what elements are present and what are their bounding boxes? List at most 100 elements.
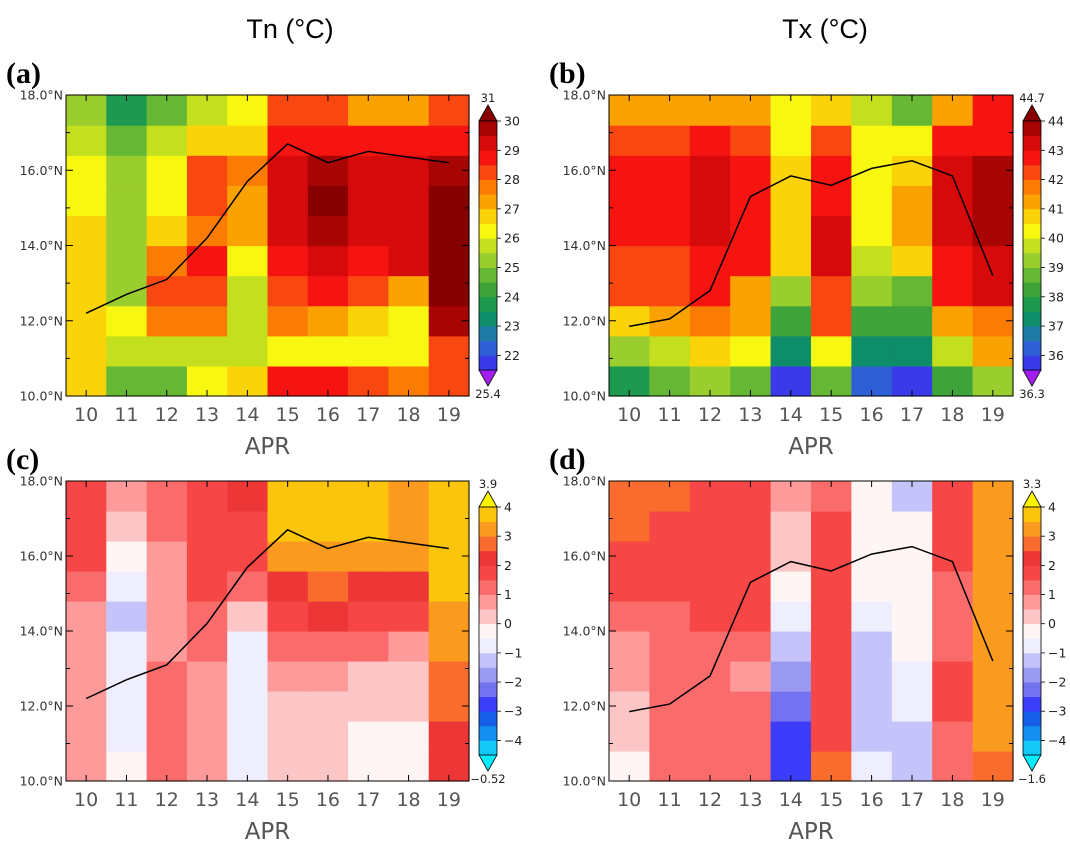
x-tick-label: 14: [779, 404, 803, 426]
heatmap-cell: [972, 335, 1014, 367]
colorbar-tick-label: 37: [1048, 319, 1064, 334]
y-tick-label: 10.0°N: [563, 774, 606, 789]
x-tick-label: 16: [860, 789, 884, 811]
x-tick-label: 17: [900, 789, 924, 811]
heatmap-cell: [891, 661, 933, 692]
colorbar-swatch: [479, 579, 497, 595]
heatmap-cell: [186, 721, 228, 752]
colorbar-swatch: [1023, 121, 1041, 137]
heatmap-cell: [770, 721, 812, 752]
heatmap-cell: [972, 245, 1014, 277]
heatmap-cell: [428, 571, 470, 602]
heatmap-cell: [770, 275, 812, 307]
heatmap-cell: [932, 275, 974, 307]
panel-label: (b): [549, 57, 586, 90]
heatmap-cell: [307, 245, 349, 277]
colorbar-tick-label: 4: [504, 500, 512, 515]
colorbar-tick-label: −4: [504, 733, 522, 748]
heatmap-cell: [932, 661, 974, 692]
y-tick-label: 12.0°N: [563, 699, 606, 714]
colorbar-swatch: [1023, 725, 1041, 741]
colorbar-tick-label: 28: [504, 172, 520, 187]
heatmap-cell: [348, 601, 389, 632]
heatmap-cell: [609, 511, 650, 542]
y-tick-label: 14.0°N: [563, 624, 606, 639]
panel-label: (c): [6, 443, 39, 476]
heatmap-cell: [388, 511, 430, 542]
x-tick-label: 10: [617, 404, 641, 426]
heatmap-cell: [66, 185, 107, 216]
colorbar-swatch: [1023, 682, 1041, 698]
heatmap-cell: [730, 185, 772, 216]
heatmap-cell: [811, 215, 852, 247]
x-tick-label: 15: [819, 789, 843, 811]
heatmap-cell: [609, 631, 650, 662]
heatmap-cell: [388, 541, 430, 572]
x-tick-label: 14: [235, 404, 259, 426]
colorbar-tick-label: 26: [504, 231, 520, 246]
heatmap-cell: [348, 511, 389, 542]
heatmap-cell: [730, 661, 772, 692]
column-title-tx: Tx (°C): [782, 14, 868, 44]
heatmap-cell: [66, 125, 107, 156]
heatmap-cell: [106, 335, 148, 367]
colorbar-tick-label: −1: [1048, 645, 1066, 660]
heatmap-cell: [811, 125, 852, 156]
colorbar-tick-label: −4: [1048, 733, 1066, 748]
colorbar-swatch: [1023, 609, 1041, 625]
heatmap-cell: [649, 661, 691, 692]
heatmap-cell: [972, 511, 1014, 542]
colorbar-swatch: [479, 652, 497, 668]
heatmap-cell: [649, 275, 691, 307]
colorbar-swatch: [1023, 667, 1041, 683]
panel-label: (a): [6, 57, 41, 90]
colorbar: 22 23 24 25 26 27 28 29 30 31 25.4: [475, 91, 520, 401]
heatmap-cell: [428, 245, 470, 277]
heatmap-cell: [227, 631, 269, 662]
colorbar-swatch: [1023, 282, 1041, 298]
heatmap-cell: [428, 125, 470, 156]
heatmap-cell: [932, 215, 974, 247]
heatmap-cell: [730, 721, 772, 752]
colorbar-swatch: [479, 696, 497, 712]
heatmap-cell: [891, 601, 933, 632]
heatmap-cell: [891, 305, 933, 337]
heatmap-cell: [689, 721, 731, 752]
heatmap-cell: [388, 245, 430, 277]
heatmap-cell: [649, 511, 691, 542]
y-tick-label: 16.0°N: [563, 163, 606, 178]
heatmap-cell: [307, 721, 349, 752]
heatmap-cell: [811, 245, 852, 277]
colorbar-swatch: [1023, 696, 1041, 712]
y-tick-label: 12.0°N: [20, 313, 63, 328]
colorbar-swatch: [479, 194, 497, 210]
x-tick-label: 18: [940, 404, 964, 426]
heatmap-cell: [66, 245, 107, 277]
colorbar-max-label: 44.7: [1019, 91, 1045, 105]
heatmap-cell: [267, 155, 309, 186]
colorbar-tick-label: 36: [1048, 348, 1064, 363]
colorbar-swatch: [479, 267, 497, 283]
colorbar-swatch: [479, 238, 497, 254]
heatmap-cell: [972, 631, 1014, 662]
colorbar-swatch: [479, 135, 497, 151]
heatmap-cell: [267, 185, 309, 216]
colorbar-swatch: [1023, 252, 1041, 268]
heatmap-cell: [972, 571, 1014, 602]
heatmap-cell: [649, 215, 691, 247]
heatmap-cell: [851, 245, 893, 277]
heatmap-cell: [146, 601, 188, 632]
x-tick-label: 13: [738, 789, 762, 811]
panel-b: (b) 10.0°N 12.0°N 14.0°N 16.0°N 18.0°N 10 11 12 1…: [549, 57, 1064, 460]
heatmap-cell: [428, 275, 470, 307]
colorbar: −4 −3 −2 −1 0 1 2 3 4 3.3 −1.6: [1018, 477, 1066, 786]
heatmap-cell: [649, 601, 691, 632]
heatmap-cell: [186, 511, 228, 542]
x-tick-label: 19: [437, 789, 461, 811]
y-tick-label: 14.0°N: [20, 238, 63, 253]
heatmap-cell: [66, 721, 107, 752]
x-axis-label: APR: [788, 434, 834, 460]
heatmap-cell: [770, 691, 812, 722]
heatmap-cell: [428, 721, 470, 752]
